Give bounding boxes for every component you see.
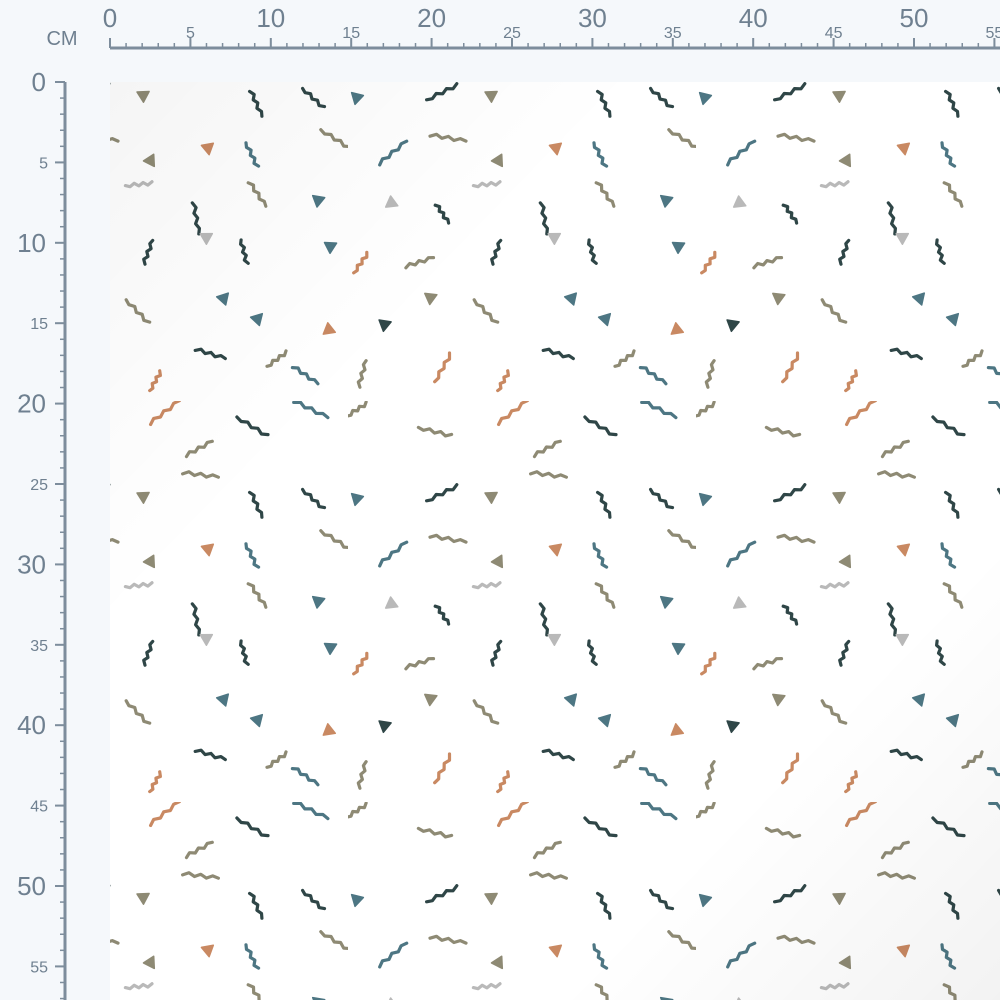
x-tick-label: 55 [986,25,1000,42]
y-tick-label: 55 [30,959,48,976]
x-tick-label: 25 [503,25,521,42]
x-tick-label: 15 [342,25,360,42]
y-tick-label: 0 [32,67,46,97]
y-tick-label: 5 [39,155,48,172]
y-tick-label: 30 [17,549,46,579]
y-tick-label: 40 [17,710,46,740]
y-tick-label: 25 [30,477,48,494]
x-tick-label: 0 [103,3,117,33]
fabric-shading [110,82,1000,1000]
x-tick-label: 30 [578,3,607,33]
unit-label: CM [46,28,77,50]
y-tick-label: 20 [17,389,46,419]
y-tick-label: 10 [17,228,46,258]
y-tick-label: 15 [30,316,48,333]
x-tick-label: 40 [739,3,768,33]
x-tick-label: 20 [417,3,446,33]
x-tick-label: 10 [256,3,285,33]
y-tick-label: 35 [30,638,48,655]
x-tick-label: 45 [825,25,843,42]
x-tick-label: 35 [664,25,682,42]
x-tick-label: 5 [186,25,195,42]
x-tick-label: 50 [900,3,929,33]
y-tick-label: 50 [17,871,46,901]
y-tick-label: 45 [30,799,48,816]
